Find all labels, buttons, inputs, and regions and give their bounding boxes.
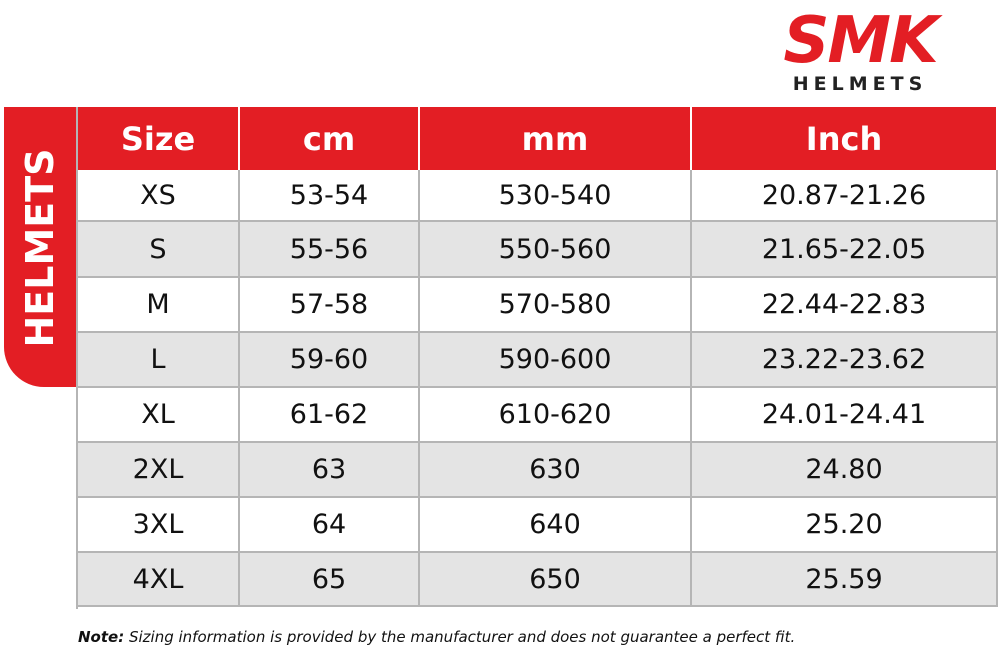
table-cell: 63 <box>240 443 420 498</box>
table-cell: 22.44-22.83 <box>692 278 998 333</box>
table-cell: 61-62 <box>240 388 420 443</box>
side-tab <box>4 107 76 387</box>
note-text: Sizing information is provided by the ma… <box>128 628 796 646</box>
table-cell: 21.65-22.05 <box>692 222 998 278</box>
table-cell: 59-60 <box>240 333 420 388</box>
note: Note: Sizing information is provided by … <box>78 628 978 646</box>
table-cell: 64 <box>240 498 420 553</box>
table-cell: 24.01-24.41 <box>692 388 998 443</box>
logo-tagline: HELMETS <box>792 73 928 95</box>
table-cell: 610-620 <box>420 388 692 443</box>
header-cell: Size <box>78 107 240 170</box>
table-cell: 640 <box>420 498 692 553</box>
header-cell: Inch <box>692 107 998 170</box>
table-cell: XL <box>78 388 240 443</box>
table-cell: 25.20 <box>692 498 998 553</box>
table-cell: S <box>78 222 240 278</box>
table-cell: M <box>78 278 240 333</box>
table-cell: L <box>78 333 240 388</box>
table-cell: XS <box>78 170 240 222</box>
table-cell: 3XL <box>78 498 240 553</box>
table-cell: 25.59 <box>692 553 998 607</box>
table-cell: 570-580 <box>420 278 692 333</box>
table-cell: 20.87-21.26 <box>692 170 998 222</box>
table-cell: 4XL <box>78 553 240 607</box>
table-cell: 23.22-23.62 <box>692 333 998 388</box>
table-cell: 2XL <box>78 443 240 498</box>
note-label: Note: <box>78 628 125 646</box>
side-label: HELMETS <box>18 148 62 348</box>
table-cell: 630 <box>420 443 692 498</box>
logo-brand: SMK <box>783 4 938 78</box>
header-cell: mm <box>420 107 692 170</box>
size-table: Size cm mm Inch XS 53-54 530-540 20.87-21.26 S 55… <box>76 107 998 609</box>
table-cell: 530-540 <box>420 170 692 222</box>
table-cell: 53-54 <box>240 170 420 222</box>
table-cell: 57-58 <box>240 278 420 333</box>
table-cell: 590-600 <box>420 333 692 388</box>
table-cell: 550-560 <box>420 222 692 278</box>
header-cell: cm <box>240 107 420 170</box>
table-cell: 65 <box>240 553 420 607</box>
table-cell: 55-56 <box>240 222 420 278</box>
table-cell: 650 <box>420 553 692 607</box>
table-cell: 24.80 <box>692 443 998 498</box>
